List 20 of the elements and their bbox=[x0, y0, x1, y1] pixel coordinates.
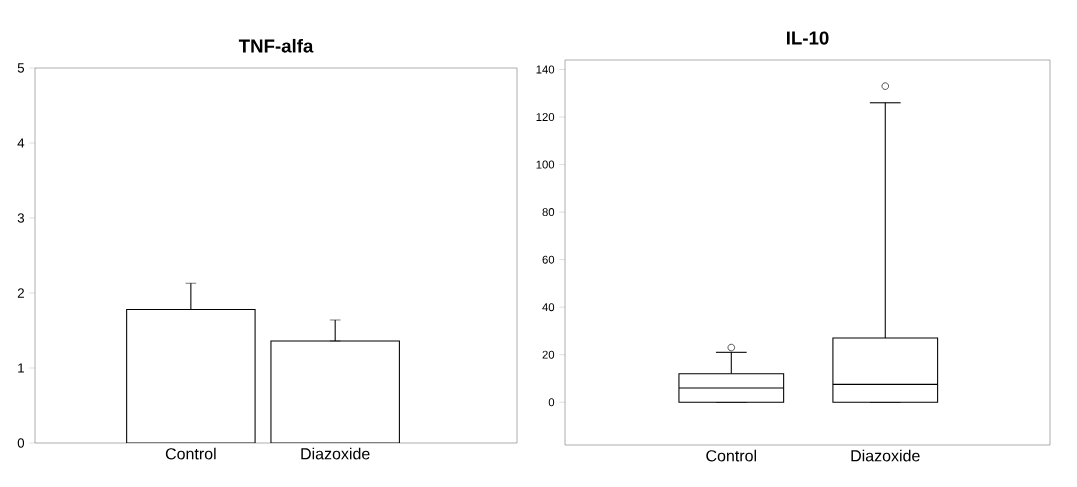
x-tick-label: Diazoxide bbox=[301, 447, 370, 460]
y-tick-label: 120 bbox=[536, 113, 555, 122]
chart-title: TNF-alfa bbox=[238, 38, 314, 53]
y-tick-label: 140 bbox=[536, 65, 555, 74]
y-tick-label: 20 bbox=[542, 350, 555, 359]
y-tick-label: 0 bbox=[17, 438, 25, 448]
y-tick-label: 60 bbox=[542, 255, 555, 264]
chart-title: IL-10 bbox=[786, 31, 829, 45]
y-tick-label: 0 bbox=[548, 398, 555, 407]
x-tick-label: Control bbox=[165, 447, 216, 460]
y-tick-label: 5 bbox=[17, 63, 25, 73]
x-tick-label: Diazoxide bbox=[851, 449, 920, 462]
y-tick-label: 2 bbox=[17, 288, 24, 298]
y-tick-label: 3 bbox=[17, 213, 25, 223]
y-tick-label: 4 bbox=[17, 138, 25, 148]
y-tick-label: 40 bbox=[542, 303, 555, 312]
y-tick-label: 1 bbox=[18, 363, 24, 373]
x-tick-label: Control bbox=[706, 449, 757, 462]
y-tick-label: 100 bbox=[536, 160, 555, 169]
y-tick-label: 80 bbox=[542, 208, 555, 217]
